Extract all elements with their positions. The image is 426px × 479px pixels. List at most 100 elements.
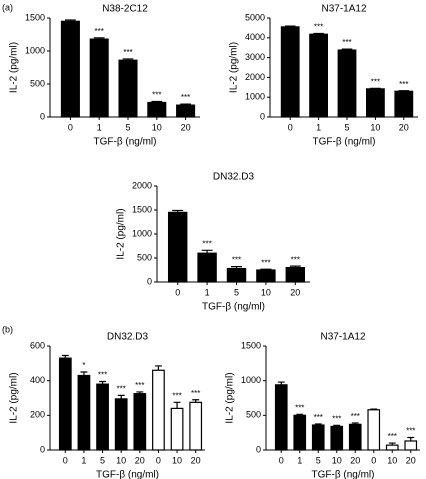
chart-title: N37-1A12 [321, 4, 366, 15]
bar [170, 407, 184, 451]
significance: *** [351, 412, 360, 421]
bar [311, 424, 325, 451]
significance: *** [135, 381, 144, 390]
error-bar [136, 391, 144, 394]
bar [60, 20, 80, 118]
x-tick-label: 20 [135, 455, 145, 465]
error-bar [154, 365, 162, 371]
y-tick-label: 1000 [132, 228, 152, 238]
bar [114, 398, 128, 451]
significance: *** [388, 432, 397, 441]
y-tick-label: 1000 [25, 45, 45, 55]
bar [365, 88, 385, 118]
x-tick-label: 20 [191, 455, 201, 465]
bar [118, 59, 138, 118]
x-tick-label: 20 [350, 455, 360, 465]
significance: *** [406, 427, 415, 436]
significance: *** [202, 239, 211, 248]
x-tick-label: 5 [234, 287, 239, 297]
significance: *** [314, 413, 323, 422]
x-tick-label: 1 [97, 122, 102, 132]
x-tick-label: 20 [181, 122, 191, 132]
error-bar [341, 48, 353, 51]
y-tick-label: 500 [246, 410, 261, 420]
error-bar [333, 424, 341, 427]
x-tick-label: 0 [63, 455, 68, 465]
error-bar [260, 268, 272, 270]
error-bar [370, 87, 381, 89]
x-axis-label: TGF-β (ng/ml) [312, 470, 375, 479]
error-bar [277, 381, 285, 385]
panel-label: (b) [2, 324, 13, 334]
bar [330, 425, 344, 451]
bar [280, 26, 300, 118]
y-axis-label: IL-2 (pg/ml) [116, 208, 127, 259]
bar [89, 38, 109, 118]
bar [226, 267, 247, 283]
bar [309, 33, 329, 118]
significance: *** [291, 255, 300, 264]
x-tick-label: 0 [175, 287, 180, 297]
chart-title: N38-2C12 [102, 4, 148, 15]
y-tick-label: 1000 [241, 375, 261, 385]
bar [293, 414, 307, 451]
error-bar [173, 401, 181, 409]
x-tick-label: 0 [68, 122, 73, 132]
y-axis-label: IL-2 (pg/ml) [9, 42, 20, 93]
error-bar [351, 422, 359, 425]
x-tick-label: 10 [370, 122, 380, 132]
bar [133, 393, 147, 451]
significance: *** [191, 389, 200, 398]
error-bar [296, 413, 304, 416]
significance: *** [152, 91, 161, 100]
y-tick-label: 2000 [245, 72, 265, 82]
x-tick-label: 5 [125, 122, 130, 132]
significance: *** [399, 80, 408, 89]
error-bar [313, 32, 324, 35]
y-tick-label: 2000 [132, 180, 152, 190]
y-tick-label: 0 [260, 111, 265, 121]
x-tick-label: 10 [152, 122, 162, 132]
bar [197, 252, 217, 283]
x-tick-label: 5 [316, 455, 321, 465]
y-tick-label: 1500 [241, 340, 261, 350]
x-tick-label: 5 [100, 455, 105, 465]
x-axis-label: TGF-β (ng/ml) [313, 137, 376, 148]
bar [337, 49, 357, 118]
y-tick-label: 3000 [245, 52, 265, 62]
x-tick-label: 1 [297, 455, 302, 465]
error-bar [388, 442, 396, 446]
y-axis-label: IL-2 (pg/ml) [9, 372, 20, 423]
error-bar [93, 37, 105, 40]
significance: *** [232, 256, 241, 265]
y-tick-label: 0 [40, 111, 45, 121]
significance: *** [314, 23, 323, 32]
significance: *** [181, 93, 190, 102]
error-bar [117, 394, 125, 399]
bar [285, 267, 306, 283]
x-tick-label: 10 [172, 455, 182, 465]
error-bar [180, 103, 191, 106]
y-tick-label: 1500 [25, 12, 45, 22]
x-axis-label: TGF-β (ng/ml) [94, 137, 157, 148]
bar [77, 374, 91, 451]
error-bar [284, 25, 296, 27]
y-tick-label: 600 [30, 340, 45, 350]
chart-title: N37-1A12 [320, 332, 365, 343]
error-bar [192, 399, 200, 403]
x-tick-label: 10 [261, 287, 271, 297]
x-tick-label: 1 [81, 455, 86, 465]
y-tick-label: 0 [40, 444, 45, 454]
bar [96, 383, 109, 451]
bar [58, 357, 72, 451]
x-tick-label: 20 [290, 287, 300, 297]
x-tick-label: 5 [344, 122, 349, 132]
bar [189, 401, 203, 451]
error-bar [99, 380, 107, 385]
error-bar [398, 90, 410, 92]
x-tick-label: 1 [316, 122, 321, 132]
error-bar [370, 408, 378, 410]
significance: *** [261, 258, 270, 267]
significance: *** [95, 27, 104, 36]
